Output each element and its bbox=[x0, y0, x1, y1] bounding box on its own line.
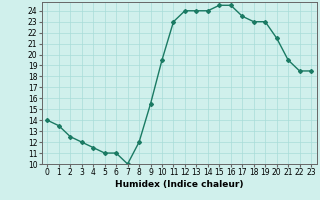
X-axis label: Humidex (Indice chaleur): Humidex (Indice chaleur) bbox=[115, 180, 244, 189]
